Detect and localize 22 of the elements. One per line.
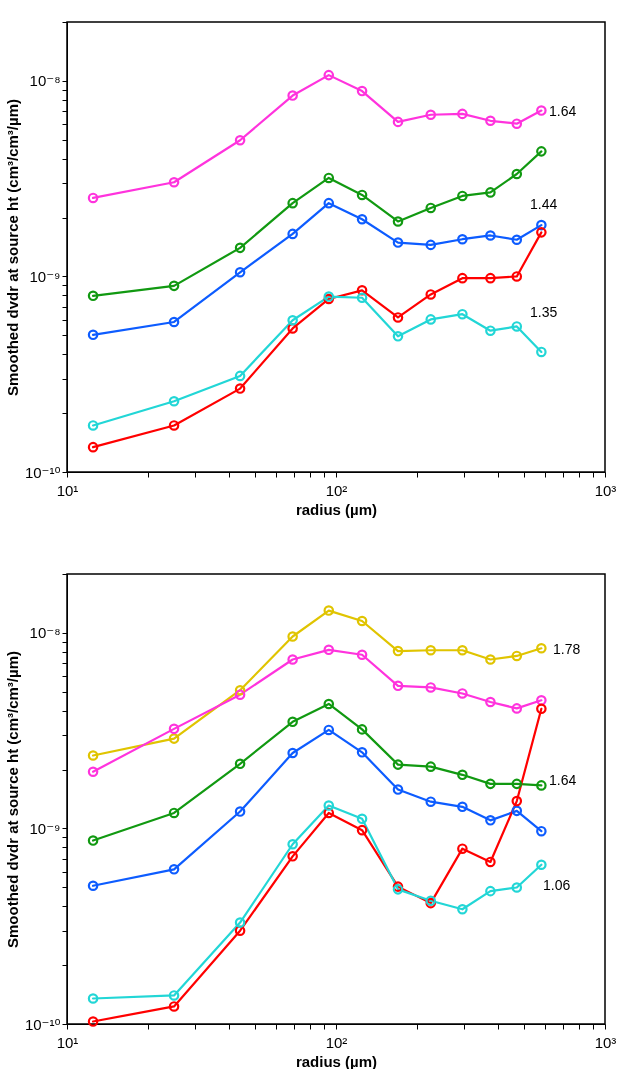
x-tick-label: 10³ bbox=[594, 1033, 617, 1051]
y-tick-label: 10⁻¹⁰ bbox=[24, 1015, 61, 1033]
y-axis-title: Smoothed dvdr at source ht (cm³/cm³/µm) bbox=[3, 650, 21, 949]
annotation: 1.64 bbox=[549, 103, 577, 119]
x-axis-title: radius (µm) bbox=[295, 1052, 378, 1069]
x-tick-label: 10³ bbox=[594, 481, 617, 499]
y-tick-label: 10⁻⁸ bbox=[29, 624, 61, 642]
x-tick-label: 10² bbox=[325, 1033, 348, 1051]
y-tick-label: 10⁻⁹ bbox=[29, 267, 61, 285]
annotation: 1.44 bbox=[530, 196, 558, 212]
x-tick-label: 10² bbox=[325, 481, 348, 499]
annotation: 1.64 bbox=[549, 772, 577, 788]
y-tick-label: 10⁻¹⁰ bbox=[24, 463, 61, 481]
x-tick-label: 10¹ bbox=[56, 1033, 79, 1051]
y-axis-title: Smoothed dvdr at source ht (cm³/cm³/µm) bbox=[3, 98, 21, 397]
annotation: 1.78 bbox=[553, 641, 581, 657]
annotation: 1.06 bbox=[543, 877, 571, 893]
y-tick-label: 10⁻⁹ bbox=[29, 819, 61, 837]
x-tick-label: 10¹ bbox=[56, 481, 79, 499]
y-tick-label: 10⁻⁸ bbox=[29, 72, 61, 90]
annotation: 1.35 bbox=[530, 304, 558, 320]
x-axis-title: radius (µm) bbox=[295, 500, 378, 518]
